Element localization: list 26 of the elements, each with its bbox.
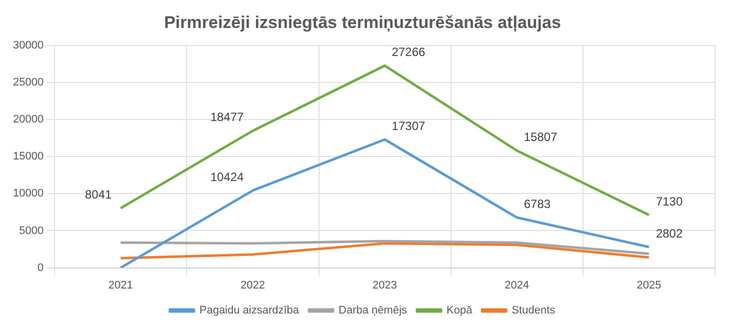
data-label: 27266 [392, 44, 426, 59]
x-tick-label: 2021 [108, 279, 133, 292]
legend-label: Kopā [446, 304, 474, 317]
chart-title: Pirmreizēji izsniegtās termiņuzturēšanās atļaujas [164, 12, 561, 32]
x-tick-label: 2022 [240, 279, 265, 292]
data-label: 17307 [392, 118, 426, 133]
x-tick-label: 2024 [504, 279, 530, 292]
y-tick-label: 0 [37, 262, 44, 274]
x-tick-label: 2023 [372, 279, 398, 292]
x-tick-label: 2025 [636, 279, 662, 292]
data-label: 2802 [656, 226, 683, 240]
y-tick-label: 15000 [12, 150, 44, 163]
data-label: 18477 [210, 110, 244, 124]
y-tick-label: 20000 [12, 114, 44, 126]
data-label: 15807 [524, 130, 558, 144]
y-tick-label: 10000 [12, 188, 44, 200]
legend-label: Darba ņēmējs [338, 304, 408, 317]
data-label: 7130 [656, 194, 683, 208]
y-tick-label: 5000 [19, 224, 44, 237]
y-tick-label: 30000 [12, 39, 44, 52]
legend-label: Pagaidu aizsardzība [199, 304, 300, 317]
data-label: 6783 [524, 196, 551, 211]
data-label: 10424 [210, 170, 244, 184]
data-label: 8041 [84, 188, 112, 202]
y-tick-label: 25000 [12, 76, 44, 88]
legend-label: Students [512, 304, 556, 317]
